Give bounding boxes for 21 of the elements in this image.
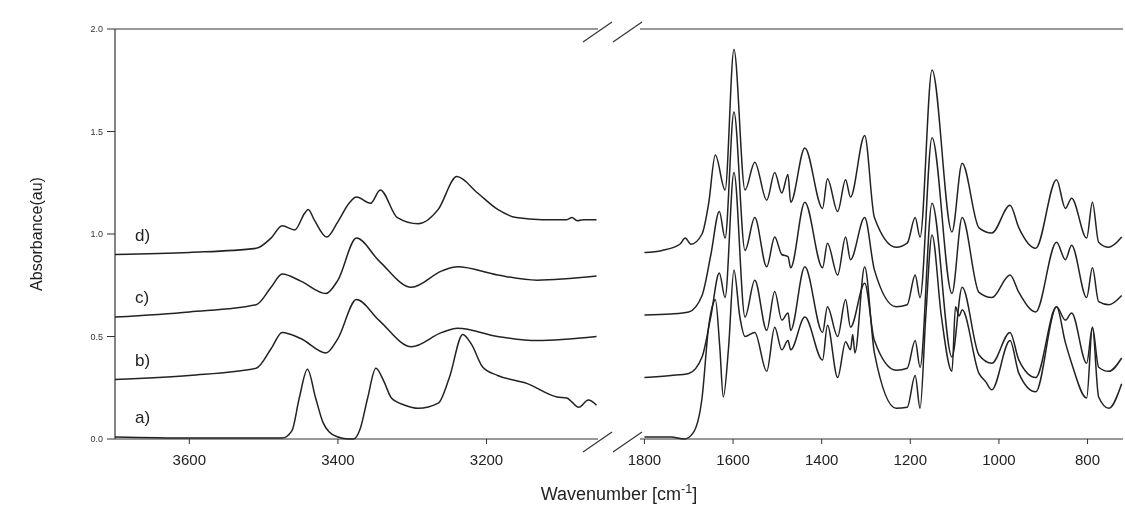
y-tick-label: 1.0: [90, 229, 103, 240]
y-tick-label: 1.5: [90, 126, 103, 137]
series-label: b): [135, 350, 151, 370]
series-label: a): [135, 407, 151, 427]
x-axis-title: Wavenumber [cm$^{-1}$]: [540, 482, 698, 504]
x-tick-label: 3400: [321, 451, 355, 468]
x-tick-label: 3200: [469, 451, 504, 468]
y-tick-label: 0.0: [90, 434, 103, 445]
x-tick-label: 1000: [982, 451, 1016, 468]
x-tick-label: 1200: [893, 451, 927, 468]
series-label: d): [135, 225, 151, 245]
y-tick-label: 2.0: [90, 24, 103, 35]
x-tick-label: 1800: [627, 451, 662, 468]
series-label: c): [135, 288, 150, 308]
x-tick-label: 1400: [804, 451, 839, 468]
x-tick-label: 3600: [172, 451, 206, 468]
line-series: [114, 175, 598, 256]
y-axis-title: Absorbance(au): [28, 177, 45, 291]
x-tick-label: 800: [1075, 451, 1101, 468]
x-tick-label: 1600: [716, 451, 750, 468]
y-tick-label: 0.5: [90, 331, 103, 342]
